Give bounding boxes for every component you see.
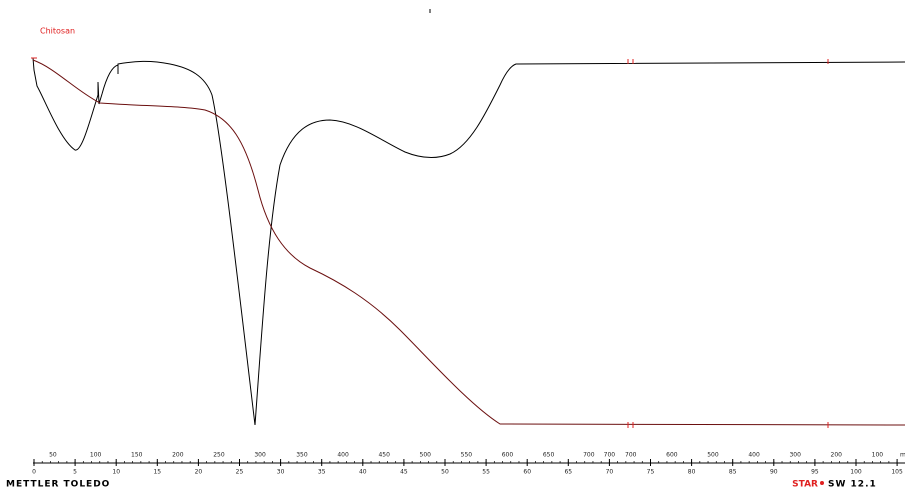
temperature-label: 100: [872, 452, 884, 459]
x-tick-label: 60: [523, 469, 531, 476]
x-tick-label: 80: [688, 469, 696, 476]
x-tick-label: 20: [195, 469, 203, 476]
temperature-label: 200: [172, 452, 184, 459]
temperature-label: 300: [789, 452, 801, 459]
x-tick-label: 55: [482, 469, 490, 476]
temperature-label: 600: [666, 452, 678, 459]
temperature-label: 300: [254, 452, 266, 459]
temperature-label: 400: [748, 452, 760, 459]
temperature-label: 200: [831, 452, 843, 459]
markers: [31, 57, 829, 428]
temperature-label: 450: [378, 452, 390, 459]
x-tick-label: 85: [729, 469, 737, 476]
curve-label: Chitosan: [40, 27, 75, 36]
x-tick-label: 65: [564, 469, 572, 476]
x-tick-label: 75: [647, 469, 655, 476]
x-tick-label: 5: [73, 469, 77, 476]
temperature-label: 700: [625, 452, 637, 459]
temperature-label: 550: [461, 452, 473, 459]
x-tick-label: 100: [850, 469, 862, 476]
temperature-label: 50: [49, 452, 57, 459]
x-tick-label: 90: [770, 469, 778, 476]
temperature-label: 700: [604, 452, 616, 459]
x-tick-label: 45: [400, 469, 408, 476]
axis-group: 0 5 10 15 20 25 30 35 40 45 50 55 60 65 70 75 80 85 90 95 10…: [32, 452, 905, 476]
footer-version: SW 12.1: [828, 480, 877, 489]
footer-left: METTLER TOLEDO: [6, 480, 110, 489]
x-tick-label: 50: [441, 469, 449, 476]
x-tick-label: 30: [277, 469, 285, 476]
x-tick-label: 70: [606, 469, 614, 476]
temperature-label: 250: [213, 452, 225, 459]
temperature-label: 400: [337, 452, 349, 459]
temperature-label: 350: [296, 452, 308, 459]
temperature-label: 700: [583, 452, 595, 459]
x-tick-label: 10: [112, 469, 120, 476]
footer-brand: STAR: [792, 480, 818, 489]
x-tick-label: 0: [32, 469, 36, 476]
dsc-curve: [32, 57, 905, 426]
x-tick-label: 35: [318, 469, 326, 476]
temperature-label: 600: [502, 452, 514, 459]
x-tick-label: 95: [811, 469, 819, 476]
footer-dot: [820, 481, 824, 485]
x-tick-label: 25: [236, 469, 244, 476]
tga-curve: [32, 59, 905, 426]
temperature-label: 500: [707, 452, 719, 459]
x-tick-label: 40: [359, 469, 367, 476]
x-tick-label: 15: [153, 469, 161, 476]
x-tick-label: 105: [891, 469, 903, 476]
temperature-label: 150: [131, 452, 143, 459]
temperature-label: 650: [543, 452, 555, 459]
temperature-label: 500: [420, 452, 432, 459]
temperature-label: 100: [90, 452, 102, 459]
x-axis-label: min: [900, 452, 905, 459]
